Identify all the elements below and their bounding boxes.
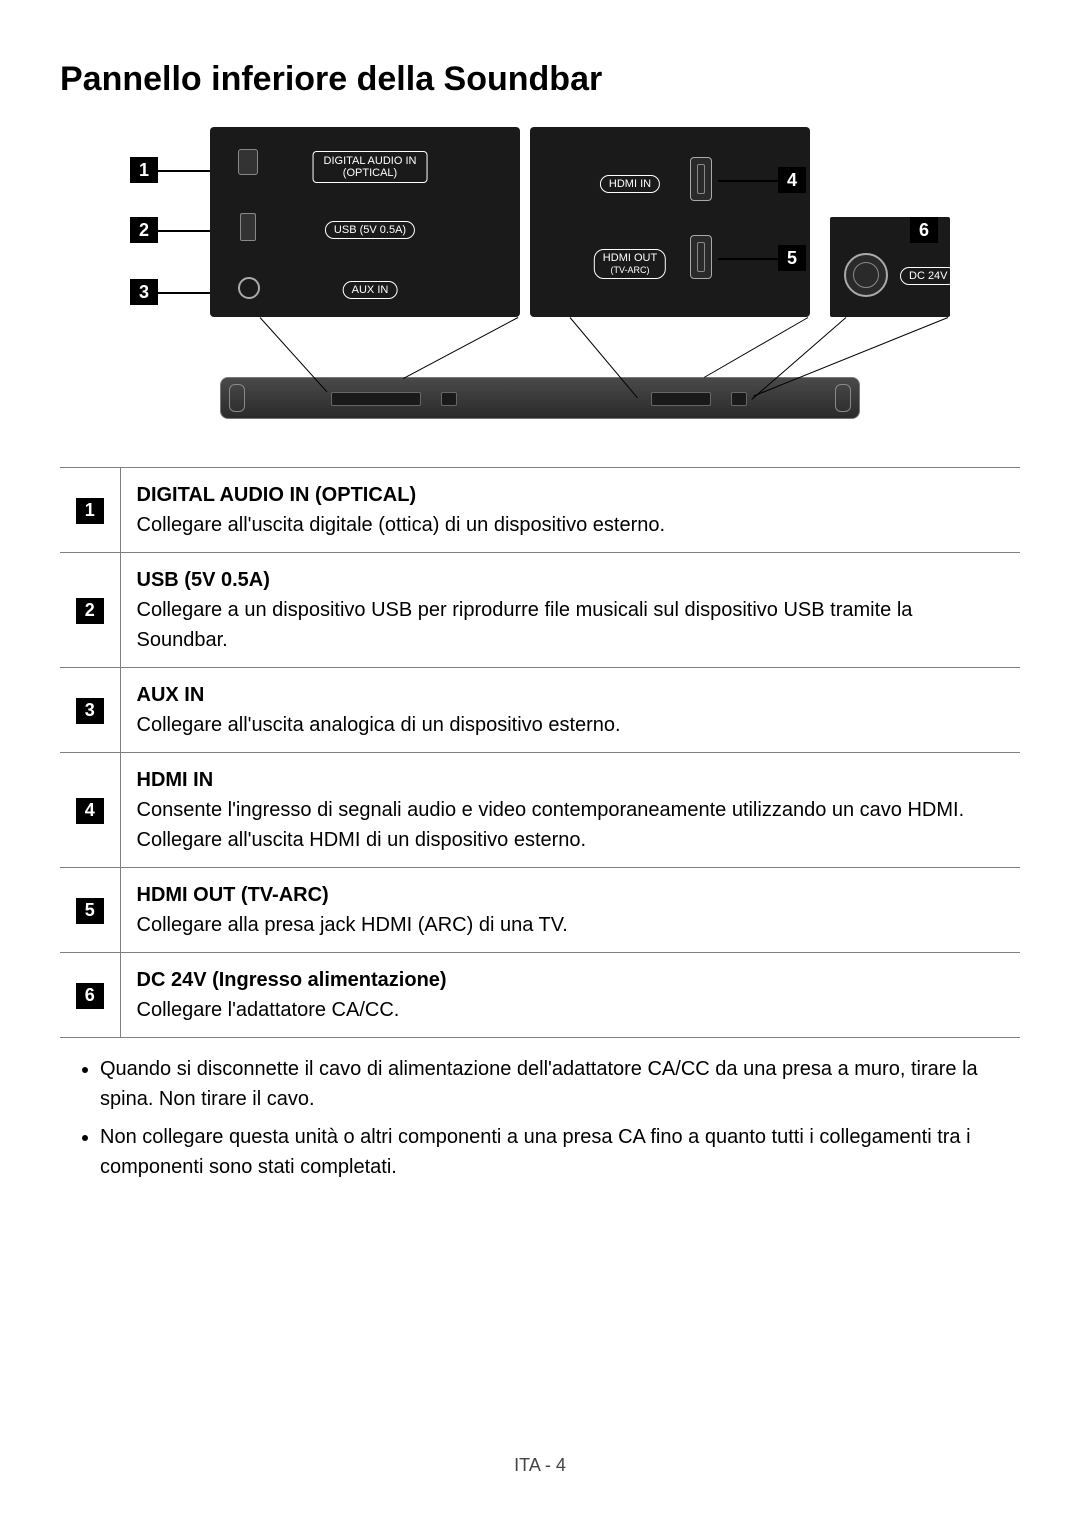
lead-line — [718, 258, 778, 260]
hdmi-out-label: HDMI OUT(TV-ARC) — [594, 249, 666, 279]
table-row: 4 HDMI IN Consente l'ingresso di segnali a… — [60, 753, 1020, 868]
hdmi-in-label: HDMI IN — [600, 175, 660, 193]
callout-3: 3 — [130, 279, 158, 305]
row-number: 1 — [76, 498, 104, 524]
row-number: 5 — [76, 898, 104, 924]
aux-port-icon — [238, 277, 260, 299]
page-title: Pannello inferiore della Soundbar — [60, 60, 1020, 99]
row-desc: Collegare all'uscita analogica di un dis… — [137, 714, 621, 736]
list-item: Quando si disconnette il cavo di aliment… — [100, 1054, 1020, 1114]
hdmi-in-port-icon — [690, 157, 712, 201]
table-row: 2 USB (5V 0.5A) Collegare a un dispositivo… — [60, 553, 1020, 668]
dc-jack-icon — [844, 253, 888, 297]
table-row: 5 HDMI OUT (TV-ARC) Collegare alla presa j… — [60, 868, 1020, 953]
panel-mid: HDMI IN HDMI OUT(TV-ARC) — [530, 127, 810, 317]
row-desc: Collegare all'uscita digitale (ottica) d… — [137, 514, 666, 536]
row-name: USB (5V 0.5A) — [137, 569, 270, 591]
row-desc: Consente l'ingresso di segnali audio e v… — [137, 799, 965, 851]
usb-port-icon — [240, 213, 256, 241]
lead-line — [718, 180, 778, 182]
table-row: 3 AUX IN Collegare all'uscita analogica di… — [60, 668, 1020, 753]
dc-label: DC 24V — [900, 267, 957, 285]
zoom-line — [403, 317, 518, 379]
soundbar-outline — [220, 377, 860, 419]
row-number: 6 — [76, 983, 104, 1009]
callout-6: 6 — [910, 217, 938, 243]
row-name: AUX IN — [137, 684, 205, 706]
panel-left: DIGITAL AUDIO IN(OPTICAL) USB (5V 0.5A) … — [210, 127, 520, 317]
row-number: 2 — [76, 598, 104, 624]
aux-label: AUX IN — [343, 281, 398, 299]
row-name: HDMI OUT (TV-ARC) — [137, 884, 329, 906]
row-name: HDMI IN — [137, 769, 214, 791]
optical-port-icon — [238, 149, 258, 175]
page-footer: ITA - 4 — [0, 1455, 1080, 1476]
zoom-line — [704, 317, 808, 378]
usb-label: USB (5V 0.5A) — [325, 221, 415, 239]
row-number: 3 — [76, 698, 104, 724]
callout-5: 5 — [778, 245, 806, 271]
hdmi-out-port-icon — [690, 235, 712, 279]
diagram-area: 1 2 3 DIGITAL AUDIO IN(OPTICAL) USB (5V … — [60, 127, 1020, 447]
row-desc: Collegare alla presa jack HDMI (ARC) di … — [137, 914, 568, 936]
callout-1: 1 — [130, 157, 158, 183]
row-desc: Collegare l'adattatore CA/CC. — [137, 999, 400, 1021]
table-row: 6 DC 24V (Ingresso alimentazione) Collegar… — [60, 953, 1020, 1038]
row-desc: Collegare a un dispositivo USB per ripro… — [137, 599, 913, 651]
list-item: Non collegare questa unità o altri compo… — [100, 1122, 1020, 1182]
spec-table: 1 DIGITAL AUDIO IN (OPTICAL) Collegare all… — [60, 467, 1020, 1038]
row-number: 4 — [76, 798, 104, 824]
callout-2: 2 — [130, 217, 158, 243]
row-name: DC 24V (Ingresso alimentazione) — [137, 969, 447, 991]
row-name: DIGITAL AUDIO IN (OPTICAL) — [137, 484, 417, 506]
notes-list: Quando si disconnette il cavo di aliment… — [60, 1054, 1020, 1182]
optical-label: DIGITAL AUDIO IN(OPTICAL) — [313, 151, 428, 183]
table-row: 1 DIGITAL AUDIO IN (OPTICAL) Collegare all… — [60, 468, 1020, 553]
callout-4: 4 — [778, 167, 806, 193]
